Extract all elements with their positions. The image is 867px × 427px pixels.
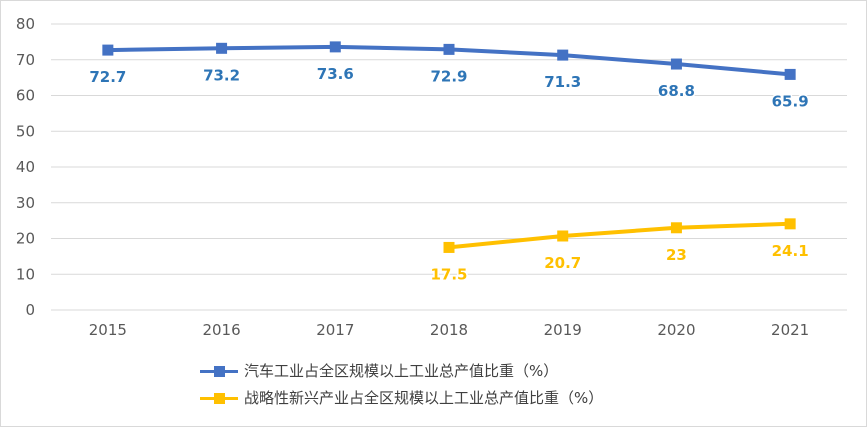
data-label-1-2019: 20.7 <box>544 254 581 272</box>
data-point-0-2020 <box>670 58 682 70</box>
data-point-1-2018 <box>443 241 455 253</box>
data-label-0-2019: 71.3 <box>544 73 581 91</box>
x-tick-label-2018: 2018 <box>430 321 468 339</box>
data-point-1-2020 <box>670 222 682 234</box>
legend-marker-auto <box>214 366 225 377</box>
data-label-0-2021: 65.9 <box>772 92 809 110</box>
x-tick-label-2021: 2021 <box>771 321 809 339</box>
y-tick-label-0: 0 <box>25 301 35 319</box>
data-point-0-2021 <box>784 68 796 80</box>
legend-item-emerging: 战略性新兴产业占全区规模以上工业总产值比重（%） <box>200 385 840 412</box>
data-label-0-2018: 72.9 <box>430 67 467 85</box>
x-tick-label-2020: 2020 <box>657 321 695 339</box>
y-tick-label-30: 30 <box>16 194 35 212</box>
data-label-0-2020: 68.8 <box>658 82 695 100</box>
legend-marker-emerging <box>214 393 225 404</box>
data-label-1-2018: 17.5 <box>430 265 467 283</box>
y-tick-label-50: 50 <box>16 122 35 140</box>
data-point-1-2019 <box>557 230 569 242</box>
data-label-0-2017: 73.6 <box>317 65 354 83</box>
y-tick-label-60: 60 <box>16 87 35 105</box>
data-point-1-2021 <box>784 218 796 230</box>
y-tick-label-80: 80 <box>16 15 35 33</box>
data-point-0-2016 <box>216 42 228 54</box>
data-point-0-2018 <box>443 43 455 55</box>
x-axis-ticks: 2015 2016 2017 2018 2019 2020 2021 <box>89 321 809 339</box>
legend-label-emerging: 战略性新兴产业占全区规模以上工业总产值比重（%） <box>244 389 604 407</box>
data-label-0-2015: 72.7 <box>89 68 126 86</box>
y-tick-label-20: 20 <box>16 230 35 248</box>
x-tick-label-2016: 2016 <box>202 321 240 339</box>
data-point-0-2015 <box>102 44 114 56</box>
data-point-0-2017 <box>329 41 341 53</box>
grid-lines <box>51 23 847 311</box>
y-tick-label-40: 40 <box>16 158 35 176</box>
y-tick-label-70: 70 <box>16 51 35 69</box>
x-tick-label-2017: 2017 <box>316 321 354 339</box>
series-line-1 <box>447 221 793 250</box>
data-label-1-2021: 24.1 <box>772 242 809 260</box>
data-label-1-2020: 23 <box>666 246 687 264</box>
legend-label-auto: 汽车工业占全区规模以上工业总产值比重（%） <box>244 362 559 380</box>
y-tick-label-10: 10 <box>16 265 35 283</box>
legend: 汽车工业占全区规模以上工业总产值比重（%） 战略性新兴产业占全区规模以上工业总产… <box>200 358 840 412</box>
legend-item-auto: 汽车工业占全区规模以上工业总产值比重（%） <box>200 358 840 385</box>
x-tick-label-2019: 2019 <box>544 321 582 339</box>
data-point-0-2019 <box>557 49 569 61</box>
y-axis-ticks: 0 10 20 30 40 50 60 70 80 <box>16 15 35 319</box>
series-layer <box>102 41 796 253</box>
data-labels: 72.7 73.2 73.6 72.9 71.3 68.8 65.9 17.5 20.7 23 24… <box>88 63 810 285</box>
data-label-0-2016: 73.2 <box>203 66 240 84</box>
x-tick-label-2015: 2015 <box>89 321 127 339</box>
